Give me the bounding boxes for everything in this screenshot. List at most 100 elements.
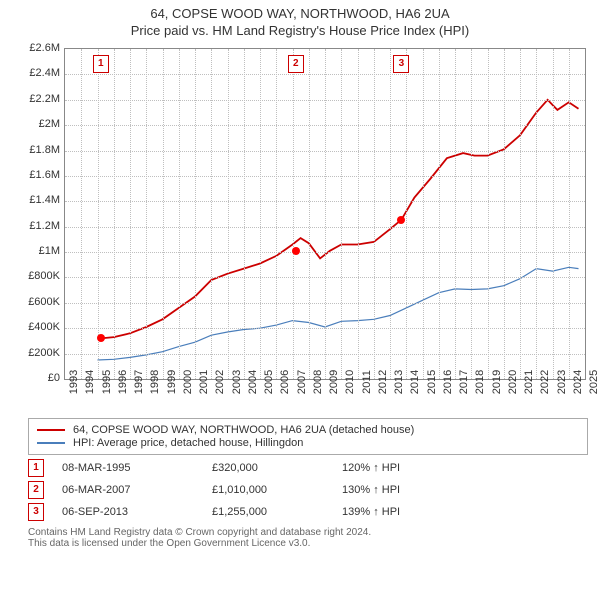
sale-marker: 3 [393,55,409,73]
gridline-v [98,49,99,379]
sale-marker: 2 [288,55,304,73]
x-tick-label: 2001 [198,370,210,394]
note-row: 206-MAR-2007£1,010,000130% ↑ HPI [28,481,588,499]
sale-dot [292,247,300,255]
x-tick-label: 2021 [523,370,535,394]
x-tick-label: 1998 [149,370,161,394]
note-price: £320,000 [212,462,342,474]
x-tick-label: 2015 [426,370,438,394]
x-tick-label: 2009 [328,370,340,394]
note-hpi: 120% ↑ HPI [342,462,400,474]
y-tick-label: £600K [10,296,60,308]
x-tick-label: 2012 [377,370,389,394]
x-tick-label: 2008 [312,370,324,394]
gridline-v [406,49,407,379]
y-tick-label: £200K [10,347,60,359]
y-tick-label: £1.6M [10,169,60,181]
gridline-v [504,49,505,379]
x-tick-label: 1997 [133,370,145,394]
page-title: 64, COPSE WOOD WAY, NORTHWOOD, HA6 2UA [0,6,600,21]
x-tick-label: 2005 [263,370,275,394]
x-tick-label: 2022 [539,370,551,394]
gridline-v [179,49,180,379]
gridline-v [244,49,245,379]
gridline-v [293,49,294,379]
page-subtitle: Price paid vs. HM Land Registry's House … [0,23,600,38]
gridline-v [374,49,375,379]
x-tick-label: 2019 [491,370,503,394]
gridline-v [309,49,310,379]
y-tick-label: £2.6M [10,42,60,54]
footer: Contains HM Land Registry data © Crown c… [28,527,588,549]
note-row: 108-MAR-1995£320,000120% ↑ HPI [28,459,588,477]
note-marker: 3 [28,503,44,521]
gridline-v [260,49,261,379]
x-tick-label: 2007 [296,370,308,394]
gridline-v [114,49,115,379]
gridline-v [488,49,489,379]
x-tick-label: 2014 [409,370,421,394]
gridline-v [81,49,82,379]
gridline-v [390,49,391,379]
sale-notes: 108-MAR-1995£320,000120% ↑ HPI206-MAR-20… [28,459,588,521]
x-tick-label: 1996 [117,370,129,394]
sale-marker: 1 [93,55,109,73]
legend-row: HPI: Average price, detached house, Hill… [37,437,579,449]
y-tick-label: £400K [10,321,60,333]
gridline-v [211,49,212,379]
x-tick-label: 2024 [572,370,584,394]
x-tick-label: 2002 [214,370,226,394]
x-tick-label: 2013 [393,370,405,394]
x-tick-label: 2023 [556,370,568,394]
x-tick-label: 2006 [279,370,291,394]
note-marker: 2 [28,481,44,499]
legend-label: HPI: Average price, detached house, Hill… [73,437,303,449]
y-tick-label: £0 [10,372,60,384]
legend: 64, COPSE WOOD WAY, NORTHWOOD, HA6 2UA (… [28,418,588,455]
x-tick-label: 2025 [588,370,600,394]
x-tick-label: 2003 [231,370,243,394]
y-tick-label: £1.4M [10,194,60,206]
gridline-v [439,49,440,379]
gridline-v [455,49,456,379]
x-tick-label: 2020 [507,370,519,394]
x-tick-label: 2000 [182,370,194,394]
legend-swatch [37,429,65,431]
gridline-v [341,49,342,379]
x-tick-label: 2016 [442,370,454,394]
x-tick-label: 1995 [101,370,113,394]
gridline-v [423,49,424,379]
gridline-v [536,49,537,379]
x-tick-label: 1999 [166,370,178,394]
legend-row: 64, COPSE WOOD WAY, NORTHWOOD, HA6 2UA (… [37,424,579,436]
gridline-v [146,49,147,379]
note-row: 3 06-SEP-2013£1,255,000139% ↑ HPI [28,503,588,521]
note-marker: 1 [28,459,44,477]
gridline-v [471,49,472,379]
gridline-v [130,49,131,379]
sale-dot [97,334,105,342]
x-tick-label: 2011 [361,370,373,394]
legend-swatch [37,442,65,444]
gridline-v [276,49,277,379]
note-date: 06-MAR-2007 [62,484,212,496]
x-tick-label: 2010 [344,370,356,394]
sale-dot [397,216,405,224]
x-tick-label: 2017 [458,370,470,394]
gridline-v [195,49,196,379]
gridline-v [325,49,326,379]
gridline-v [569,49,570,379]
plot-area: 1 2 3 [64,48,586,380]
footer-line1: Contains HM Land Registry data © Crown c… [28,527,588,538]
chart: 123 £0£200K£400K£600K£800K£1M£1.2M£1.4M£… [10,42,590,412]
note-hpi: 139% ↑ HPI [342,506,400,518]
x-tick-label: 2004 [247,370,259,394]
gridline-v [520,49,521,379]
y-tick-label: £2.2M [10,93,60,105]
y-tick-label: £1.2M [10,220,60,232]
note-price: £1,010,000 [212,484,342,496]
note-price: £1,255,000 [212,506,342,518]
gridline-v [358,49,359,379]
y-tick-label: £2.4M [10,67,60,79]
note-date: 06-SEP-2013 [62,506,212,518]
